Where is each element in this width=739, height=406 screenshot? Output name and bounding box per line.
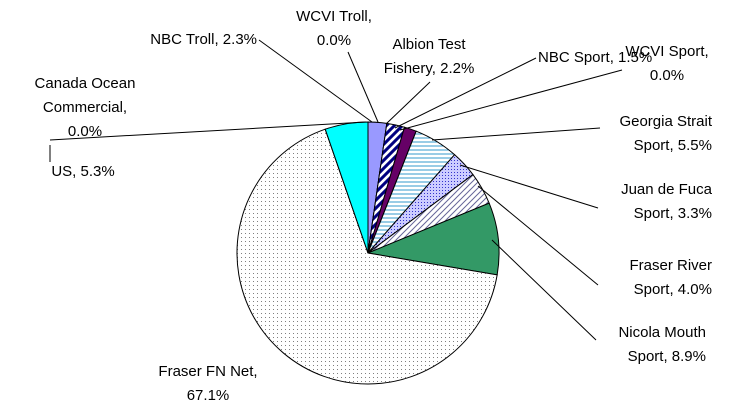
slice-label: Sport, 8.9% [628,348,706,365]
leader-line [477,185,599,286]
pie-slice [236,128,498,385]
slice-label: Sport, 4.0% [634,281,712,298]
slice-label: WCVI Troll, [296,8,372,25]
leader-line [258,39,373,123]
pie-slice [324,121,369,254]
slice-label: 0.0% [68,123,102,140]
slice-label: US, 5.3% [51,163,114,180]
leader-line [459,164,599,209]
slice-label: Fraser FN Net, [158,363,257,380]
slice-label: Nicola Mouth [618,324,706,341]
slice-label: Fraser River [629,257,712,274]
leader-line [399,69,623,131]
leader-line [491,239,597,341]
slice-label: Sport, 3.3% [634,205,712,222]
slice-label: NBC Troll, 2.3% [150,31,257,48]
leader-line [431,127,601,141]
leader-line [347,51,379,123]
slice-label: Albion Test [392,36,466,53]
slice-label: Juan de Fuca [621,181,713,198]
leader-line [385,81,431,125]
slice-label: 67.1% [187,387,230,404]
slice-label: 0.0% [650,67,684,84]
leader-line [49,121,367,141]
pie [236,121,500,385]
slice-label: WCVI Sport, [625,43,708,60]
slice-label: Sport, 5.5% [634,137,712,154]
slice-label: Commercial, [43,99,127,116]
slice-label: Fishery, 2.2% [384,60,475,77]
labels: NBC Troll, 2.3% WCVI Troll, 0.0% Albion Tes… [35,8,713,404]
slice-label: Georgia Strait [619,113,712,130]
slice-label: NBC Sport, 1.5% [538,49,652,66]
slice-label: Canada Ocean [35,75,136,92]
slice-label: 0.0% [317,32,351,49]
leader-line [394,57,537,129]
